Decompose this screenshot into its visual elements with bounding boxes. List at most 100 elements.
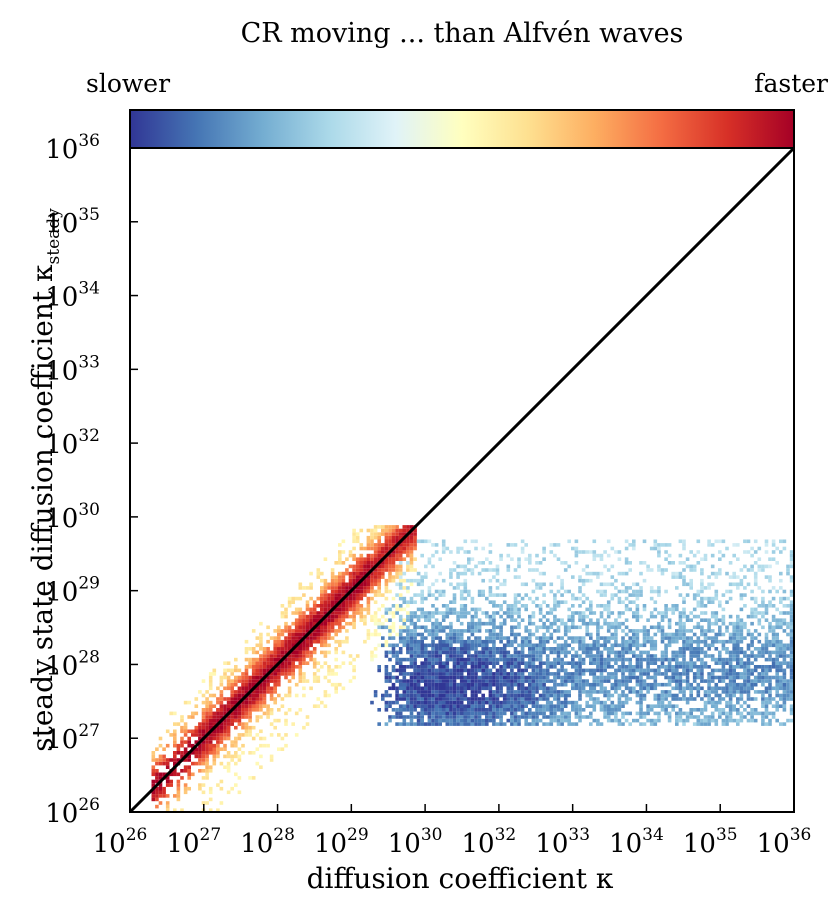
heatmap-cell	[488, 686, 493, 691]
heatmap-cell	[732, 629, 736, 633]
heatmap-cell	[323, 621, 328, 626]
heatmap-cell	[560, 657, 564, 662]
heatmap-cell	[707, 690, 711, 694]
heatmap-cell	[424, 661, 428, 665]
heatmap-cell	[592, 690, 597, 694]
heatmap-cell	[370, 578, 374, 583]
heatmap-cell	[449, 625, 453, 630]
heatmap-cell	[632, 546, 636, 551]
heatmap-cell	[678, 672, 683, 676]
heatmap-cell	[563, 711, 568, 716]
heatmap-cell	[750, 654, 754, 658]
heatmap-cell	[563, 629, 568, 633]
heatmap-cell	[176, 779, 181, 784]
heatmap-cell	[434, 650, 439, 655]
heatmap-cell	[413, 715, 417, 719]
heatmap-cell	[696, 722, 701, 726]
heatmap-cell	[675, 718, 679, 723]
heatmap-cell	[151, 794, 156, 798]
heatmap-cell	[617, 596, 622, 601]
heatmap-cell	[542, 708, 546, 712]
heatmap-cell	[370, 700, 374, 705]
heatmap-cell	[768, 697, 772, 701]
heatmap-cell	[234, 711, 238, 716]
heatmap-cell	[485, 621, 489, 626]
heatmap-cell	[642, 697, 647, 701]
heatmap-cell	[563, 668, 568, 673]
heatmap-cell	[259, 639, 263, 644]
heatmap-cell	[707, 629, 711, 633]
heatmap-cell	[775, 654, 779, 658]
heatmap-cell	[510, 693, 514, 698]
heatmap-cell	[736, 657, 740, 662]
heatmap-cell	[736, 675, 740, 680]
heatmap-cell	[531, 718, 536, 723]
heatmap-cell	[696, 682, 701, 687]
heatmap-cell	[481, 686, 485, 691]
heatmap-cell	[427, 643, 432, 648]
heatmap-cell	[470, 715, 475, 719]
heatmap-cell	[381, 571, 385, 576]
heatmap-cell	[363, 578, 367, 583]
heatmap-cell	[398, 639, 403, 644]
heatmap-cell	[424, 704, 428, 708]
heatmap-cell	[764, 704, 769, 708]
heatmap-cell	[316, 661, 321, 665]
heatmap-cell	[728, 679, 733, 683]
heatmap-cell	[592, 718, 597, 723]
heatmap-cell	[517, 679, 521, 683]
heatmap-cell	[578, 575, 582, 579]
heatmap-cell	[237, 790, 242, 795]
heatmap-cell	[578, 679, 582, 683]
heatmap-cell	[585, 643, 589, 648]
heatmap-cell	[198, 743, 202, 748]
heatmap-cell	[467, 654, 471, 658]
heatmap-cell	[567, 722, 571, 726]
heatmap-cell	[363, 568, 367, 572]
heatmap-cell	[610, 708, 615, 712]
heatmap-cell	[341, 561, 346, 565]
heatmap-cell	[553, 639, 557, 644]
heatmap-cell	[352, 571, 356, 576]
heatmap-cell	[606, 607, 611, 612]
heatmap-cell	[305, 661, 310, 665]
heatmap-cell	[531, 693, 536, 698]
heatmap-cell	[463, 718, 468, 723]
heatmap-cell	[578, 665, 582, 669]
heatmap-cell	[531, 643, 536, 648]
heatmap-cell	[689, 668, 693, 673]
heatmap-cell	[789, 665, 794, 669]
heatmap-cell	[366, 629, 371, 633]
heatmap-cell	[538, 647, 543, 651]
heatmap-cell	[348, 604, 353, 608]
heatmap-cell	[596, 697, 600, 701]
heatmap-cell	[391, 668, 396, 673]
heatmap-cell	[427, 557, 432, 561]
heatmap-cell	[398, 575, 403, 579]
heatmap-cell	[485, 697, 489, 701]
heatmap-cell	[689, 693, 693, 698]
heatmap-cell	[416, 650, 421, 655]
y-axis-label: steady state diffusion coefficient κstea…	[26, 208, 64, 752]
heatmap-cell	[323, 629, 328, 633]
heatmap-cell	[384, 675, 389, 680]
heatmap-cell	[187, 754, 191, 759]
heatmap-cell	[320, 639, 324, 644]
heatmap-cell	[391, 525, 396, 529]
heatmap-cell	[599, 722, 604, 726]
heatmap-cell	[305, 722, 310, 726]
heatmap-cell	[660, 661, 665, 665]
heatmap-cell	[499, 682, 503, 687]
heatmap-cell	[599, 614, 604, 619]
heatmap-cell	[280, 611, 285, 615]
heatmap-cell	[606, 621, 611, 626]
heatmap-cell	[302, 672, 306, 676]
heatmap-cell	[409, 543, 414, 547]
heatmap-cell	[718, 632, 722, 637]
heatmap-cell	[183, 733, 188, 737]
heatmap-cell	[531, 686, 536, 691]
heatmap-cell	[692, 665, 697, 669]
heatmap-cell	[614, 668, 618, 673]
heatmap-cell	[750, 715, 754, 719]
heatmap-cell	[456, 650, 460, 655]
